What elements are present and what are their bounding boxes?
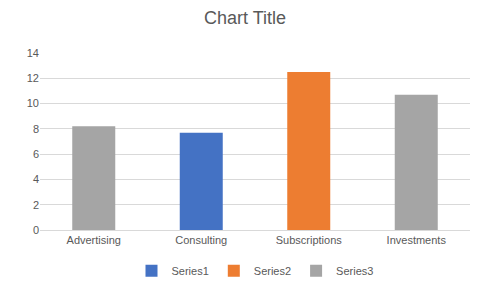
svg-text:2: 2 [33,199,39,211]
svg-text:10: 10 [27,97,39,109]
svg-text:Investments: Investments [387,234,447,246]
svg-text:Chart Title: Chart Title [204,8,286,28]
svg-text:Series2: Series2 [254,265,291,277]
svg-text:8: 8 [33,123,39,135]
svg-text:Consulting: Consulting [175,234,227,246]
svg-text:Advertising: Advertising [67,234,121,246]
svg-text:0: 0 [33,224,39,236]
svg-text:Series1: Series1 [172,265,209,277]
svg-text:6: 6 [33,148,39,160]
svg-text:Series3: Series3 [336,265,373,277]
svg-text:4: 4 [33,173,39,185]
svg-text:Subscriptions: Subscriptions [276,234,343,246]
svg-text:12: 12 [27,72,39,84]
svg-text:14: 14 [27,47,39,59]
